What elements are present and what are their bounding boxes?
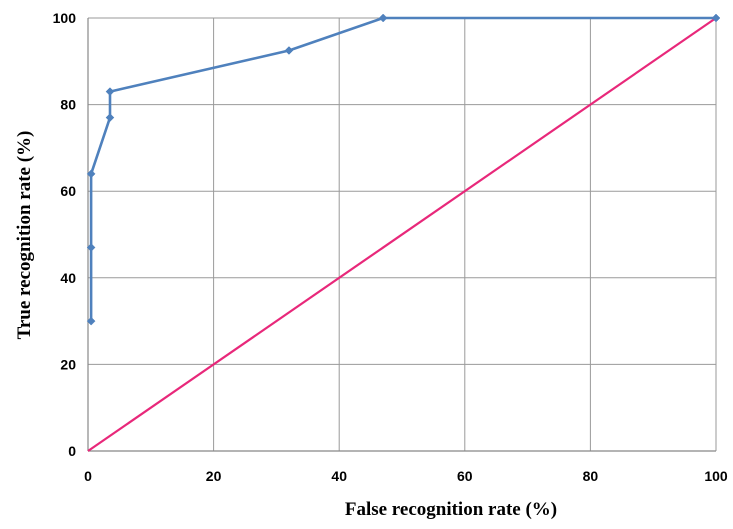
y-tick-label: 20 bbox=[60, 356, 76, 372]
x-tick-label: 40 bbox=[331, 468, 347, 484]
y-tick-label: 100 bbox=[53, 10, 77, 26]
roc-data-point bbox=[86, 243, 96, 252]
y-tick-label: 80 bbox=[60, 97, 76, 113]
series-layer bbox=[86, 13, 721, 452]
x-tick-label: 0 bbox=[84, 468, 92, 484]
roc-data-point bbox=[86, 316, 96, 326]
roc-data-point bbox=[284, 46, 294, 55]
chance-diagonal-line bbox=[87, 17, 717, 452]
y-axis-title: True recognition rate (%) bbox=[14, 131, 35, 340]
x-tick-label: 80 bbox=[583, 468, 599, 484]
x-tick-label: 60 bbox=[457, 468, 473, 484]
y-tick-label: 60 bbox=[60, 183, 76, 199]
tick-labels: 0 20 40 60 80 100 0 20 40 60 80 100 bbox=[53, 10, 728, 484]
roc-data-point bbox=[711, 13, 721, 23]
x-tick-label: 100 bbox=[704, 468, 728, 484]
x-axis-title: False recognition rate (%) bbox=[345, 499, 557, 520]
roc-data-point bbox=[105, 113, 115, 122]
roc-data-point bbox=[105, 87, 115, 96]
roc-data-point bbox=[378, 13, 388, 23]
roc-data-point bbox=[86, 169, 96, 179]
roc-curve-line bbox=[89, 16, 716, 322]
x-tick-label: 20 bbox=[206, 468, 222, 484]
y-tick-label: 0 bbox=[68, 443, 76, 459]
axes bbox=[87, 18, 716, 452]
y-tick-label: 40 bbox=[60, 270, 76, 286]
